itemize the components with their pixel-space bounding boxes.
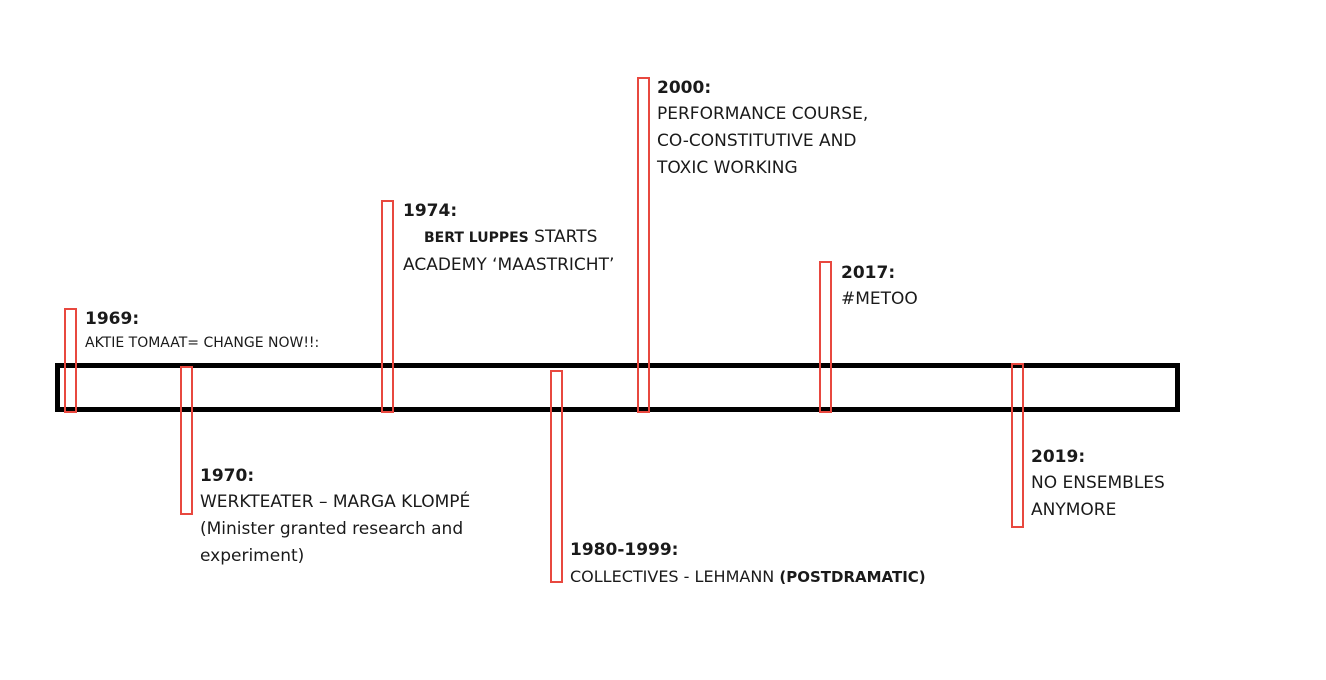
event-text-line1: BERT LUPPES STARTS xyxy=(403,224,614,252)
marker-1980-1999 xyxy=(550,370,563,583)
event-text: CO-CONSTITUTIVE AND xyxy=(657,131,857,151)
marker-2019 xyxy=(1011,363,1024,528)
event-2000: 2000: PERFORMANCE COURSE, CO-CONSTITUTIV… xyxy=(657,75,868,182)
event-year: 1980-1999: xyxy=(570,540,679,560)
event-text: NO ENSEMBLES xyxy=(1031,473,1165,493)
event-year: 2019: xyxy=(1031,447,1086,467)
person-name: BERT LUPPES xyxy=(424,230,529,246)
event-text: experiment) xyxy=(200,546,305,566)
marker-2000 xyxy=(637,77,650,413)
event-year: 1974: xyxy=(403,201,458,221)
event-1980-1999: 1980-1999: COLLECTIVES - LEHMANN (POSTDR… xyxy=(570,537,926,591)
event-text: PERFORMANCE COURSE, xyxy=(657,104,869,124)
marker-1974 xyxy=(381,200,394,413)
event-text: ACADEMY ‘MAASTRICHT’ xyxy=(403,255,615,275)
event-text: WERKTEATER – MARGA KLOMPÉ xyxy=(200,492,471,512)
event-text: TOXIC WORKING xyxy=(657,158,798,178)
event-text-line1: COLLECTIVES - LEHMANN (POSTDRAMATIC) xyxy=(570,563,926,591)
event-year: 2000: xyxy=(657,78,712,98)
event-year: 2017: xyxy=(841,263,896,283)
timeline-bar xyxy=(55,363,1180,412)
event-text: (Minister granted research and xyxy=(200,519,464,539)
event-text: COLLECTIVES - LEHMANN xyxy=(570,567,780,586)
event-year: 1969: xyxy=(85,309,140,329)
marker-1970 xyxy=(180,366,193,515)
marker-2017 xyxy=(819,261,832,413)
event-year: 1970: xyxy=(200,466,255,486)
event-2017: 2017: #METOO xyxy=(841,260,918,313)
marker-1969 xyxy=(64,308,77,413)
event-text: #METOO xyxy=(841,289,918,309)
event-1974: 1974: BERT LUPPES STARTS ACADEMY ‘MAASTR… xyxy=(403,198,614,279)
event-text: STARTS xyxy=(528,227,598,247)
event-text-bold: (POSTDRAMATIC) xyxy=(779,568,926,586)
event-text: ANYMORE xyxy=(1031,500,1117,520)
event-1970: 1970: WERKTEATER – MARGA KLOMPÉ (Ministe… xyxy=(200,463,470,570)
event-text: AKTIE TOMAAT= CHANGE NOW!!: xyxy=(85,335,320,351)
event-1969: 1969: AKTIE TOMAAT= CHANGE NOW!!: xyxy=(85,306,319,354)
event-2019: 2019: NO ENSEMBLES ANYMORE xyxy=(1031,444,1165,524)
